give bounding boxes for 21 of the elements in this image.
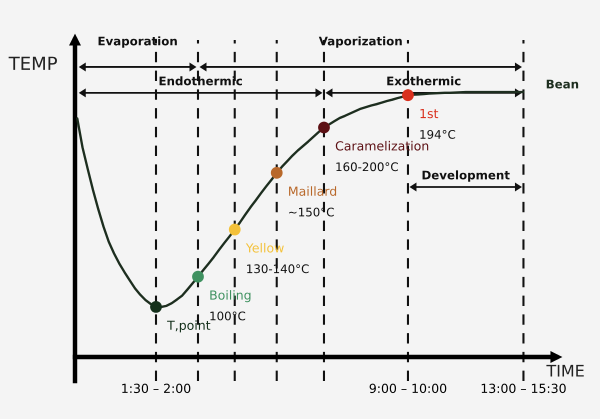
text: Endothermic <box>160 76 242 86</box>
annotation: Development <box>422 170 510 182</box>
point <box>192 270 204 283</box>
series-label: T,point <box>167 320 210 332</box>
point <box>402 89 414 102</box>
series-label: 1st 194°C <box>420 108 456 139</box>
x-axis-title: TIME <box>546 364 584 377</box>
x-tick-label: 1:30 – 2:00 <box>122 384 190 394</box>
x-tick-label: 13:00 – 15:30 <box>482 384 566 394</box>
point <box>318 122 330 134</box>
text: Evaporation <box>98 36 177 48</box>
point <box>150 301 162 313</box>
series-label: Caramelization 160-200°C <box>336 140 428 172</box>
series-label: Bean <box>546 80 578 88</box>
text: Vaporization <box>318 36 402 48</box>
series-label: Boiling 100°C <box>210 290 250 320</box>
text: Exothermic <box>387 76 460 86</box>
y-axis-title: TEMP <box>8 56 57 70</box>
x-tick-label: 9:00 – 10:00 <box>370 384 446 394</box>
point <box>228 224 241 236</box>
point <box>270 166 283 179</box>
